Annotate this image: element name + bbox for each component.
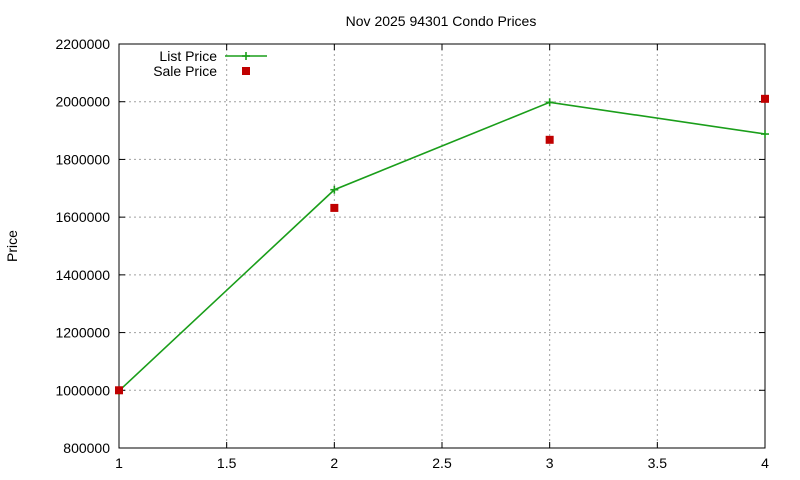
x-tick-label: 1	[115, 455, 123, 471]
data-point	[330, 185, 339, 194]
y-tick-label: 800000	[63, 440, 110, 456]
x-axis-ticks: 1 1.5 2 2.5 3 3.5 4	[115, 44, 769, 471]
y-tick-label: 2000000	[55, 94, 110, 110]
x-tick-label: 1.5	[217, 455, 237, 471]
x-tick-label: 3.5	[648, 455, 668, 471]
legend-label: Sale Price	[153, 63, 217, 79]
data-point	[761, 130, 769, 139]
y-axis-ticks: 800000 1000000 1200000 1400000 1600000 180000…	[55, 36, 765, 456]
y-tick-label: 1600000	[55, 209, 110, 225]
series-line	[118, 101, 766, 392]
legend-marker	[242, 52, 250, 60]
data-point	[545, 135, 554, 144]
data-point	[115, 386, 123, 395]
grid-lines	[119, 44, 765, 448]
legend-label: List Price	[159, 48, 217, 64]
legend-entry-sale-price: Sale Price	[153, 63, 250, 79]
series-sale-price	[115, 94, 769, 395]
data-point	[330, 203, 339, 212]
y-axis-label: Price	[4, 230, 20, 262]
data-point	[761, 94, 769, 103]
chart-title: Nov 2025 94301 Condo Prices	[346, 13, 537, 29]
y-tick-label: 1800000	[55, 151, 110, 167]
data-series	[115, 94, 769, 395]
x-tick-label: 3	[546, 455, 554, 471]
y-tick-label: 2200000	[55, 36, 110, 52]
legend-entry-list-price: List Price	[159, 48, 267, 64]
x-tick-label: 2.5	[432, 455, 452, 471]
legend-marker	[242, 67, 250, 75]
y-tick-label: 1400000	[55, 267, 110, 283]
x-tick-label: 2	[330, 455, 338, 471]
x-tick-label: 4	[761, 455, 769, 471]
y-tick-label: 1000000	[55, 382, 110, 398]
y-tick-label: 1200000	[55, 325, 110, 341]
data-point	[545, 98, 554, 107]
